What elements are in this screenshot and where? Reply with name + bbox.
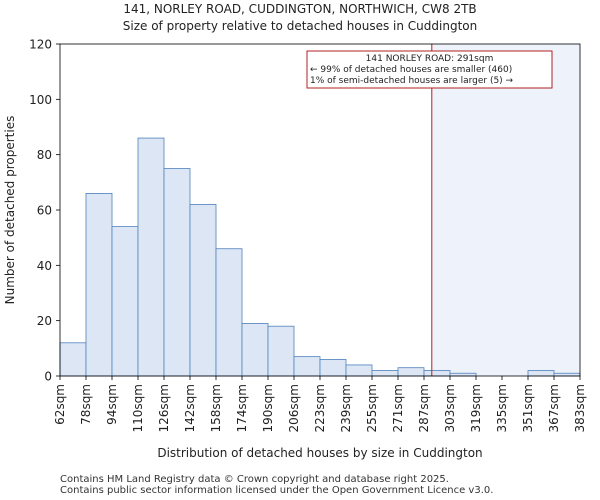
bar-110sqm — [137, 137, 165, 377]
x-tick-label-174sqm: 174sqm — [235, 384, 249, 432]
footer-line-2: Contains public sector information licen… — [60, 485, 494, 496]
y-tick-label-0: 0 — [44, 370, 52, 384]
bar-94sqm — [111, 226, 139, 377]
bar-367sqm — [553, 372, 581, 377]
y-tick-label-120: 120 — [29, 38, 52, 52]
x-axis-label: Distribution of detached houses by size … — [157, 446, 482, 460]
x-tick-label-223sqm: 223sqm — [313, 384, 327, 432]
bar-271sqm — [397, 367, 425, 377]
y-axis-label: Number of detached properties — [3, 116, 17, 305]
bar-351sqm — [527, 370, 555, 377]
y-tick-label-40: 40 — [37, 259, 52, 273]
bar-223sqm — [319, 358, 347, 377]
bar-174sqm — [241, 323, 269, 377]
bar-206sqm — [293, 356, 321, 377]
bar-62sqm — [59, 342, 87, 377]
chart-subtitle: Size of property relative to detached ho… — [122, 19, 478, 33]
x-tick-label-206sqm: 206sqm — [287, 384, 301, 432]
annotation-line-2: ← 99% of detached houses are smaller (46… — [310, 65, 512, 75]
x-tick-label-303sqm: 303sqm — [443, 384, 457, 432]
y-tick-label-100: 100 — [29, 93, 52, 107]
y-tick-label-80: 80 — [37, 148, 52, 162]
bar-303sqm — [449, 372, 477, 377]
bar-78sqm — [85, 192, 113, 377]
x-tick-label-383sqm: 383sqm — [573, 384, 587, 432]
bar-142sqm — [189, 204, 217, 377]
y-axis-ticks: 0 20 40 60 80 100 120 — [29, 38, 60, 384]
bars-group — [59, 137, 581, 377]
highlight-region — [431, 44, 580, 376]
x-tick-label-94sqm: 94sqm — [105, 384, 119, 425]
annotation-line-1: 141 NORLEY ROAD: 291sqm — [366, 54, 494, 64]
x-tick-label-190sqm: 190sqm — [261, 384, 275, 432]
x-tick-label-367sqm: 367sqm — [547, 384, 561, 432]
bar-126sqm — [163, 168, 191, 377]
bar-158sqm — [215, 248, 243, 377]
x-tick-label-78sqm: 78sqm — [79, 384, 93, 425]
bar-190sqm — [267, 325, 295, 377]
chart-title: 141, NORLEY ROAD, CUDDINGTON, NORTHWICH,… — [123, 2, 477, 16]
x-tick-label-255sqm: 255sqm — [365, 384, 379, 432]
footer-line-1: Contains HM Land Registry data © Crown c… — [60, 474, 449, 485]
x-tick-label-239sqm: 239sqm — [339, 384, 353, 432]
x-tick-label-271sqm: 271sqm — [391, 384, 405, 432]
x-tick-label-110sqm: 110sqm — [131, 384, 145, 432]
x-axis-ticks: 62sqm 78sqm 94sqm 110sqm 126sqm 142sqm 158sqm 1… — [53, 376, 587, 432]
x-tick-label-287sqm: 287sqm — [417, 384, 431, 432]
x-tick-label-62sqm: 62sqm — [53, 384, 67, 425]
bar-239sqm — [345, 364, 373, 377]
x-tick-label-142sqm: 142sqm — [183, 384, 197, 432]
y-tick-label-20: 20 — [37, 314, 52, 328]
x-tick-label-335sqm: 335sqm — [495, 384, 509, 432]
bar-255sqm — [371, 370, 399, 377]
annotation-line-3: 1% of semi-detached houses are larger (5… — [310, 76, 514, 86]
x-tick-label-351sqm: 351sqm — [521, 384, 535, 432]
x-tick-label-319sqm: 319sqm — [469, 384, 483, 432]
bar-287sqm — [423, 370, 451, 377]
annotation-frame — [306, 50, 553, 89]
x-tick-label-158sqm: 158sqm — [209, 384, 223, 432]
y-tick-label-60: 60 — [37, 204, 52, 218]
annotation-box: 141 NORLEY ROAD: 291sqm ← 99% of detache… — [306, 50, 553, 89]
x-tick-label-126sqm: 126sqm — [157, 384, 171, 432]
